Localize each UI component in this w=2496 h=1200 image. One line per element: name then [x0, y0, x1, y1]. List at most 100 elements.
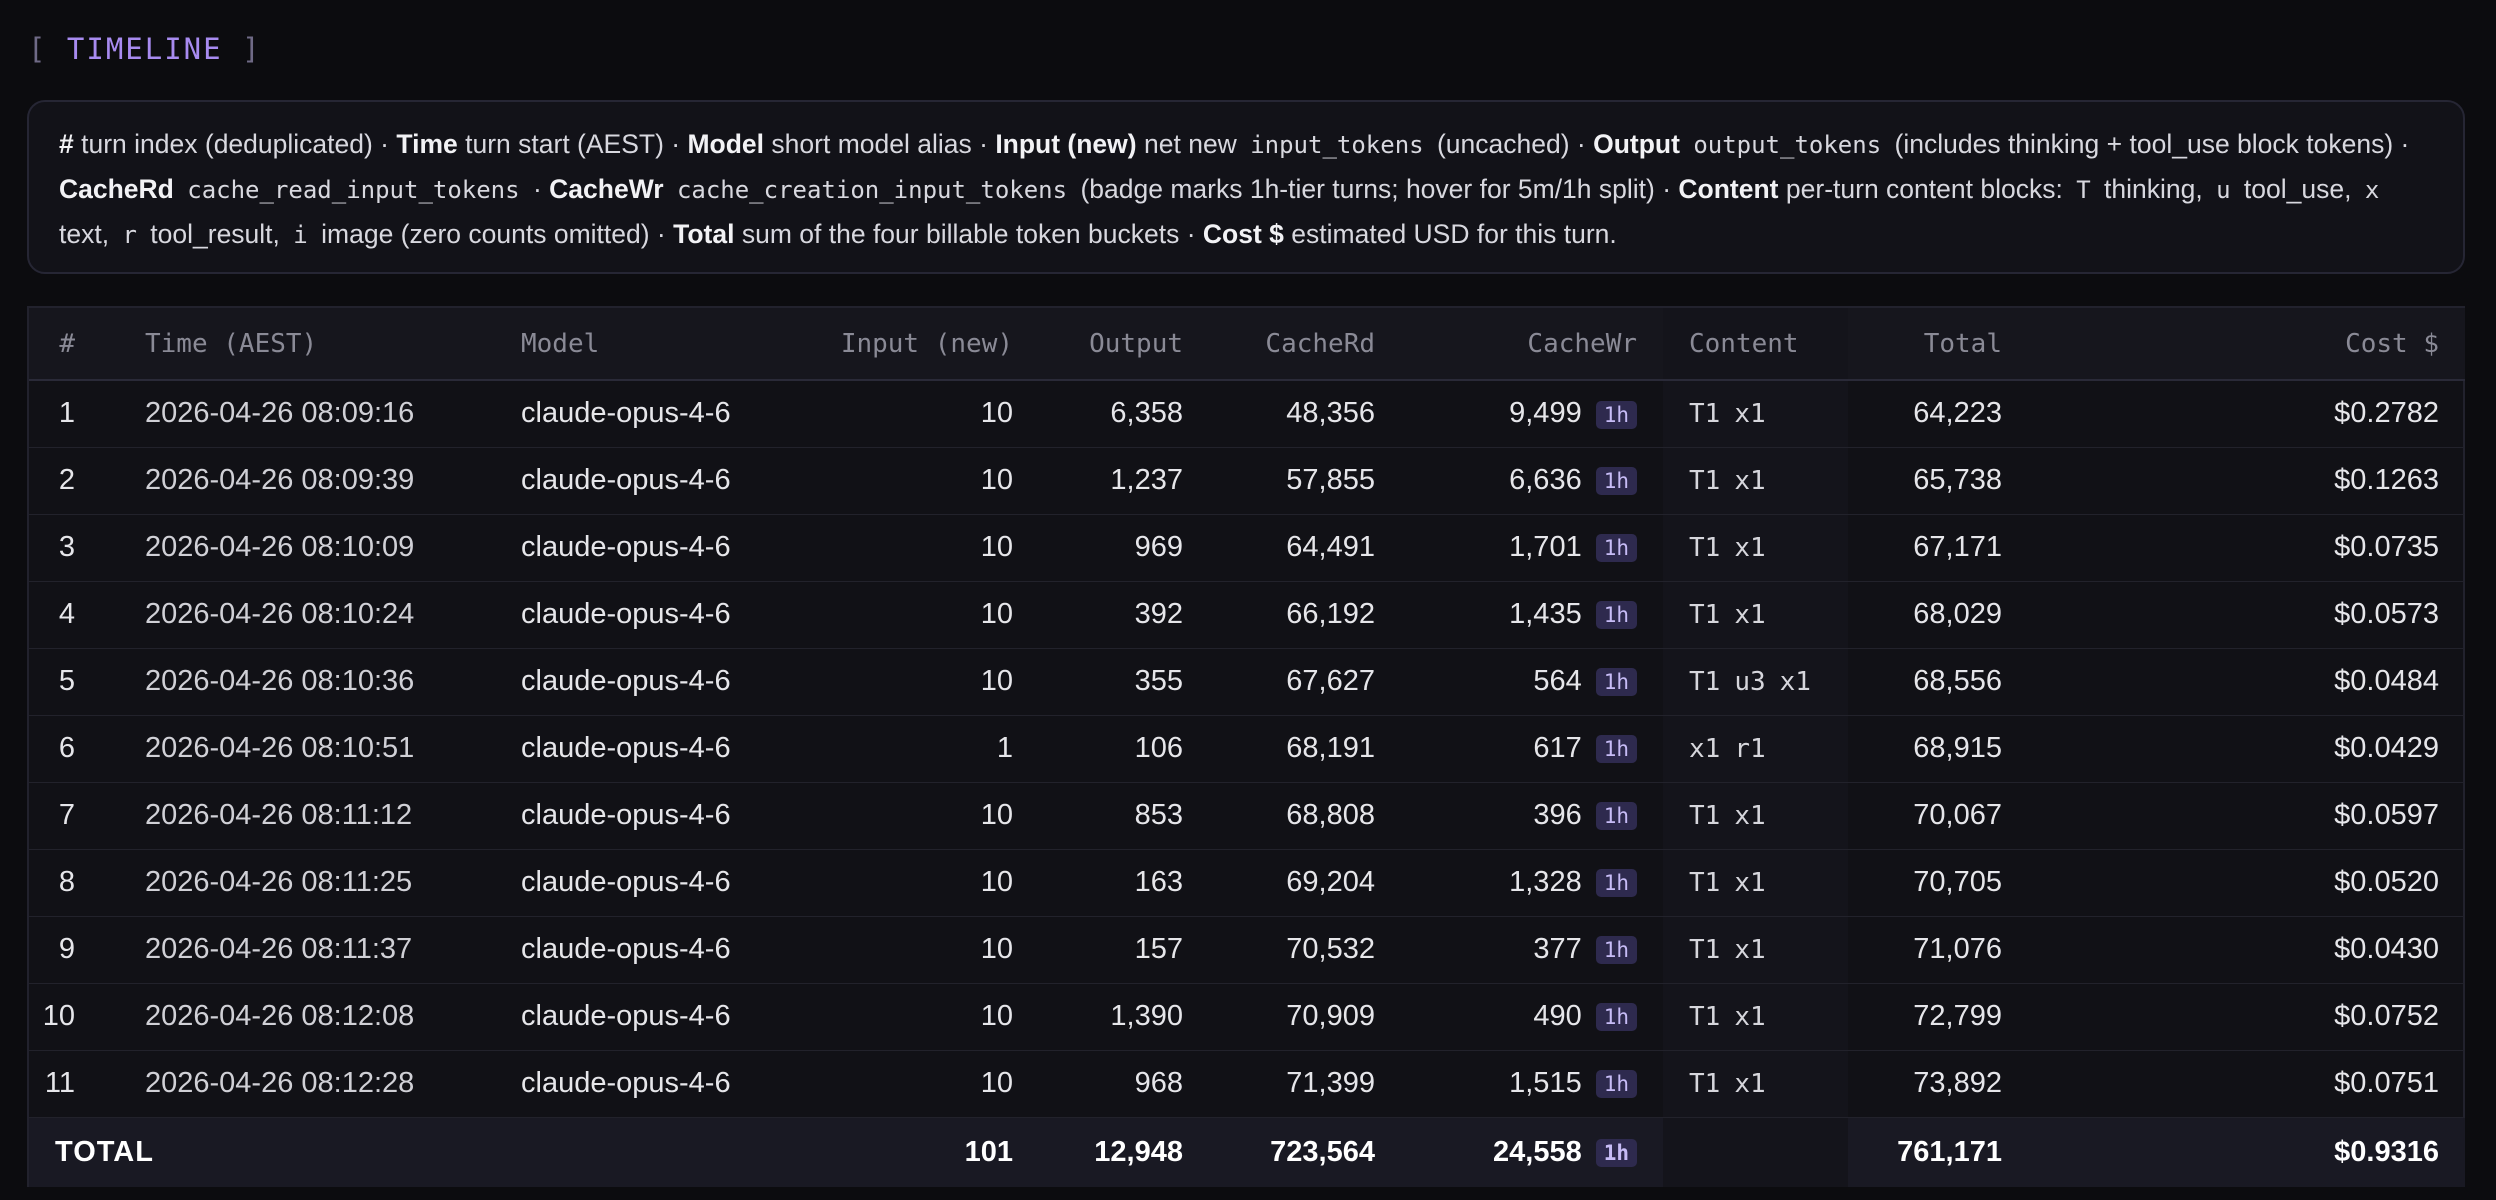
- column-header-input[interactable]: Input (new): [761, 308, 1039, 381]
- totals-output: 12,948: [1039, 1117, 1209, 1187]
- cacherd-cell: 64,491: [1209, 514, 1401, 582]
- table-row[interactable]: 11 2026-04-26 08:12:28 claude-opus-4-6 10 96…: [29, 1050, 2465, 1118]
- cacherd-cell: 68,191: [1209, 715, 1401, 783]
- legend-content-i-desc: image (zero counts omitted) ·: [321, 219, 666, 249]
- cacherd-cell: 70,532: [1209, 916, 1401, 984]
- content-cell: T1 x1: [1663, 514, 1848, 582]
- cacherd-cell: 48,356: [1209, 380, 1401, 448]
- output-cell: 106: [1039, 715, 1209, 783]
- legend-time-label: Time: [396, 129, 458, 159]
- cachewr-value: 377: [1533, 933, 1582, 965]
- cachewr-value: 490: [1533, 1000, 1582, 1032]
- legend-cost-label: Cost $: [1202, 219, 1284, 249]
- content-cell: T1 x1: [1663, 782, 1848, 850]
- tier-1h-badge[interactable]: 1h: [1595, 400, 1637, 429]
- content-cell: T1 x1: [1663, 380, 1848, 448]
- output-cell: 355: [1039, 648, 1209, 716]
- total-cell: 65,738: [1848, 447, 2028, 515]
- tier-1h-badge[interactable]: 1h: [1595, 1003, 1637, 1032]
- time-cell: 2026-04-26 08:10:51: [119, 715, 495, 783]
- table-row[interactable]: 9 2026-04-26 08:11:37 claude-opus-4-6 10 157…: [29, 916, 2465, 984]
- table-row[interactable]: 8 2026-04-26 08:11:25 claude-opus-4-6 10 163…: [29, 849, 2465, 917]
- table-row[interactable]: 10 2026-04-26 08:12:08 claude-opus-4-6 10 1,…: [29, 983, 2465, 1051]
- tier-1h-badge[interactable]: 1h: [1595, 936, 1637, 965]
- cost-cell: $0.2782: [2028, 380, 2465, 448]
- tier-1h-badge[interactable]: 1h: [1595, 467, 1637, 496]
- total-cell: 70,067: [1848, 782, 2028, 850]
- table-row[interactable]: 2 2026-04-26 08:09:39 claude-opus-4-6 10 1,2…: [29, 447, 2465, 515]
- cost-cell: $0.0597: [2028, 782, 2465, 850]
- legend-content-r-code: r: [122, 221, 137, 249]
- output-cell: 1,237: [1039, 447, 1209, 515]
- legend-cacherd-desc: ·: [532, 174, 542, 204]
- totals-cachewr: 24,558: [1493, 1135, 1582, 1168]
- tier-1h-badge[interactable]: 1h: [1595, 869, 1637, 898]
- totals-label: TOTAL: [29, 1117, 761, 1187]
- table-row[interactable]: 4 2026-04-26 08:10:24 claude-opus-4-6 10 392…: [29, 581, 2465, 649]
- cost-cell: $0.0430: [2028, 916, 2465, 984]
- tier-1h-badge[interactable]: 1h: [1595, 601, 1637, 630]
- column-header-idx[interactable]: #: [29, 308, 119, 381]
- legend-content-i-code: i: [293, 221, 308, 249]
- input-cell: 10: [761, 514, 1039, 582]
- legend-time-desc: turn start (AEST) ·: [465, 129, 681, 159]
- time-cell: 2026-04-26 08:12:08: [119, 983, 495, 1051]
- cachewr-cell: 564 1h: [1401, 648, 1663, 716]
- model-cell: claude-opus-4-6: [495, 514, 761, 582]
- output-cell: 6,358: [1039, 380, 1209, 448]
- cacherd-cell: 71,399: [1209, 1050, 1401, 1118]
- column-header-model[interactable]: Model: [495, 308, 761, 381]
- legend-output-code: output_tokens: [1693, 131, 1882, 159]
- column-header-cacherd[interactable]: CacheRd: [1209, 308, 1401, 381]
- cachewr-value: 396: [1533, 799, 1582, 831]
- tier-1h-badge[interactable]: 1h: [1595, 534, 1637, 563]
- column-header-time[interactable]: Time (AEST): [119, 308, 495, 381]
- cachewr-cell: 490 1h: [1401, 983, 1663, 1051]
- turn-index-cell: 8: [29, 849, 119, 917]
- input-cell: 10: [761, 1050, 1039, 1118]
- legend-content-desc: per-turn content blocks:: [1785, 174, 2063, 204]
- content-block-count: u3: [1734, 666, 1766, 697]
- tier-1h-badge[interactable]: 1h: [1595, 668, 1637, 697]
- table-row[interactable]: 5 2026-04-26 08:10:36 claude-opus-4-6 10 355…: [29, 648, 2465, 716]
- input-cell: 10: [761, 849, 1039, 917]
- tier-1h-badge[interactable]: 1h: [1595, 1070, 1637, 1099]
- legend-output-desc: (includes thinking + tool_use block toke…: [1894, 129, 2410, 159]
- cost-cell: $0.0752: [2028, 983, 2465, 1051]
- legend-cacherd-label: CacheRd: [59, 174, 174, 204]
- tier-1h-badge[interactable]: 1h: [1595, 1139, 1637, 1168]
- table-row[interactable]: 3 2026-04-26 08:10:09 claude-opus-4-6 10 969…: [29, 514, 2465, 582]
- cacherd-cell: 57,855: [1209, 447, 1401, 515]
- table-row[interactable]: 7 2026-04-26 08:11:12 claude-opus-4-6 10 853…: [29, 782, 2465, 850]
- content-cell: T1 x1: [1663, 447, 1848, 515]
- legend-content-r-desc: tool_result,: [150, 219, 280, 249]
- content-block-count: x1: [1734, 1001, 1766, 1032]
- tier-1h-badge[interactable]: 1h: [1595, 802, 1637, 831]
- total-cell: 68,556: [1848, 648, 2028, 716]
- column-header-cachewr[interactable]: CacheWr: [1401, 308, 1663, 381]
- turn-index-cell: 4: [29, 581, 119, 649]
- output-cell: 1,390: [1039, 983, 1209, 1051]
- table-row[interactable]: 1 2026-04-26 08:09:16 claude-opus-4-6 10 6,3…: [29, 380, 2465, 448]
- column-header-output[interactable]: Output: [1039, 308, 1209, 381]
- content-block-count: T1: [1689, 599, 1721, 630]
- cachewr-cell: 1,515 1h: [1401, 1050, 1663, 1118]
- content-cell: T1 x1: [1663, 1050, 1848, 1118]
- tier-1h-badge[interactable]: 1h: [1595, 735, 1637, 764]
- total-cell: 67,171: [1848, 514, 2028, 582]
- totals-cost: $0.9316: [2028, 1117, 2465, 1187]
- content-block-count: x1: [1734, 599, 1766, 630]
- table-row[interactable]: 6 2026-04-26 08:10:51 claude-opus-4-6 1 106 6…: [29, 715, 2465, 783]
- column-header-cost[interactable]: Cost $: [2028, 308, 2465, 381]
- turn-index-cell: 1: [29, 380, 119, 448]
- content-block-count: x1: [1734, 867, 1766, 898]
- column-header-content[interactable]: Content: [1663, 308, 1848, 381]
- column-header-total[interactable]: Total: [1848, 308, 2028, 381]
- turn-index-cell: 7: [29, 782, 119, 850]
- model-cell: claude-opus-4-6: [495, 849, 761, 917]
- section-title: [ TIMELINE ]: [28, 32, 262, 66]
- totals-row: TOTAL 101 12,948 723,564 24,558 1h 761,17…: [29, 1117, 2465, 1187]
- content-block-count: T1: [1689, 1068, 1721, 1099]
- time-cell: 2026-04-26 08:11:12: [119, 782, 495, 850]
- legend-content-u-desc: tool_use,: [2243, 174, 2352, 204]
